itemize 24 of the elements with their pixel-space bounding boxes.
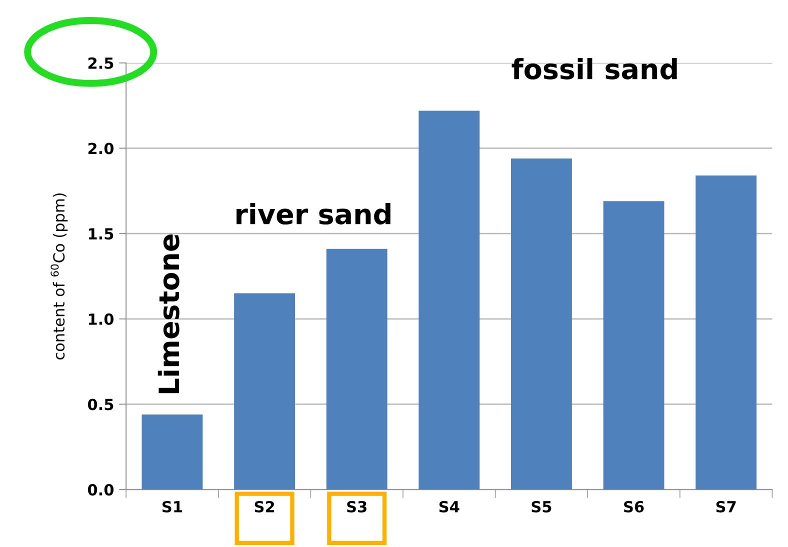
bar [696,176,757,490]
bar [511,158,572,490]
y-axis-title: content of $^{60}$Co (ppm) [50,193,68,360]
bar [418,110,480,490]
bar [326,248,388,490]
x-tick-label: S4 [439,500,460,512]
y-tick-label: 2.5 [88,57,114,69]
x-tick-label: S2 [254,500,274,512]
x-tick-label: S3 [347,500,366,512]
bar [603,201,664,490]
x-tick-label: S6 [624,500,644,512]
y-tick-label: 2.0 [88,142,114,154]
annotation: Limestone [158,234,180,394]
annotation: river sand [236,203,390,225]
y-tick-label: 1.5 [88,228,114,240]
y-tick-label: 1.0 [88,313,114,325]
x-tick-label: S1 [162,500,182,512]
x-tick-label: S7 [716,500,736,512]
bar [234,293,296,490]
y-tick-label: 0.5 [88,398,114,410]
bar [142,414,203,490]
x-tick-label: S5 [532,500,552,512]
annotation: fossil sand [512,58,677,80]
y-tick-label: 0.0 [88,484,114,496]
